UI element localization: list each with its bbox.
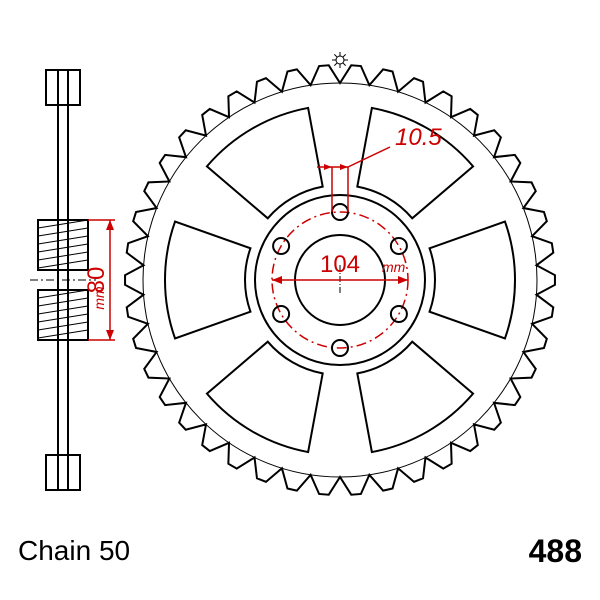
part-number: 488 (529, 533, 582, 569)
svg-text:10.5: 10.5 (395, 124, 442, 151)
svg-text:104: 104 (320, 251, 360, 278)
svg-text:mm: mm (382, 259, 406, 275)
sprocket-diagram: 80mm104mm10.5Chain 50488 (0, 0, 600, 600)
chain-label: Chain 50 (18, 535, 130, 566)
svg-text:mm: mm (91, 286, 107, 310)
